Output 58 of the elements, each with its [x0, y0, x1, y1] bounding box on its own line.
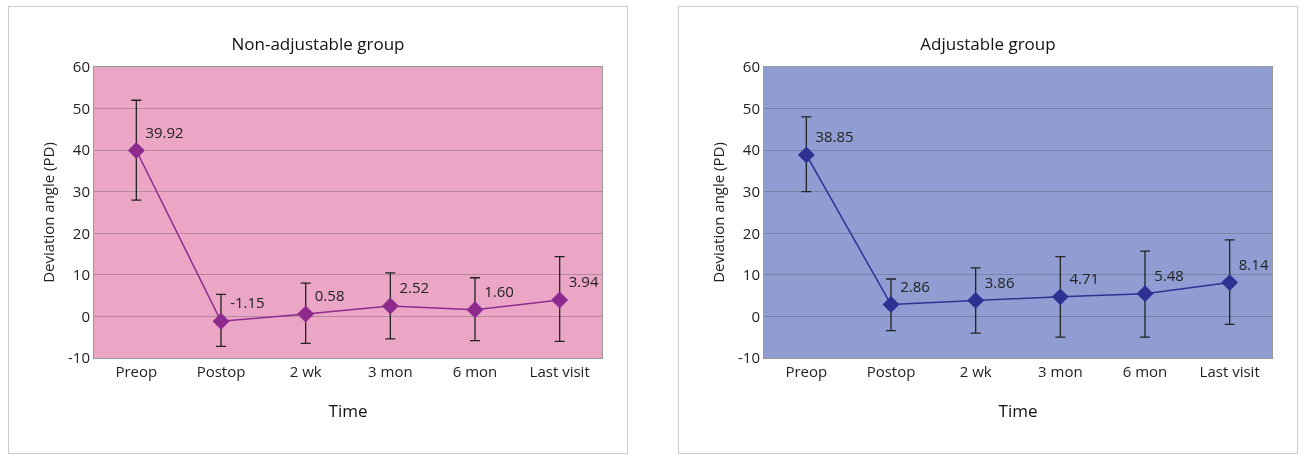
x-tick-label: Last visit [529, 361, 590, 381]
y-tick-label: 20 [72, 222, 90, 243]
y-tick-label: 10 [742, 264, 760, 285]
y-tick-label: 0 [81, 305, 90, 326]
x-tick-label: 6 mon [452, 361, 498, 381]
data-label: -1.15 [230, 292, 265, 313]
y-tick-label: 0 [751, 305, 760, 326]
point [1051, 288, 1069, 306]
x-axis-title: Time [998, 399, 1038, 423]
point [1221, 274, 1239, 292]
data-label: 2.86 [900, 275, 930, 296]
chart-title: Non-adjustable group [231, 32, 405, 56]
x-tick-label: Preop [785, 361, 828, 381]
point [212, 312, 230, 330]
data-label: 8.14 [1238, 253, 1269, 274]
y-axis-title: Deviation angle (PD) [708, 142, 728, 283]
x-tick-label: 2 wk [289, 361, 322, 381]
data-label: 0.58 [314, 285, 345, 306]
data-label: 3.94 [568, 271, 599, 292]
data-label: 2.52 [399, 277, 430, 298]
y-tick-label: 50 [72, 97, 90, 118]
y-tick-label: 10 [72, 264, 90, 285]
y-axis-title: Deviation angle (PD) [38, 142, 58, 283]
point [882, 296, 900, 313]
y-tick-label: 30 [72, 180, 90, 201]
data-label: 38.85 [815, 126, 854, 147]
point [1136, 285, 1154, 303]
data-label: 39.92 [145, 121, 184, 142]
x-tick-label: Postop [866, 361, 916, 381]
x-tick-label: Postop [196, 361, 246, 381]
point [297, 305, 315, 323]
point [381, 297, 399, 315]
chart-title: Adjustable group [920, 32, 1056, 56]
y-tick-label: 60 [72, 56, 90, 77]
data-label: 1.60 [484, 280, 514, 301]
data-label: 3.86 [984, 271, 1015, 292]
y-tick-label: 50 [742, 97, 760, 118]
point [967, 291, 985, 309]
point [127, 142, 145, 159]
x-tick-label: Preop [115, 361, 158, 381]
y-tick-label: 40 [72, 139, 90, 160]
point [551, 291, 569, 309]
y-tick-label: 40 [742, 139, 760, 160]
y-tick-label: -10 [738, 347, 760, 368]
x-tick-label: 3 mon [1038, 361, 1083, 381]
data-label: 4.71 [1069, 267, 1100, 288]
y-tick-label: -10 [68, 347, 90, 368]
x-tick-label: 2 wk [959, 361, 992, 381]
x-tick-label: 3 mon [368, 361, 413, 381]
point [466, 301, 484, 319]
point [797, 146, 815, 164]
y-tick-label: 30 [742, 180, 760, 201]
y-tick-label: 20 [742, 222, 760, 243]
x-tick-label: Last visit [1199, 361, 1260, 381]
x-axis-title: Time [328, 399, 368, 423]
x-tick-label: 6 mon [1122, 361, 1168, 381]
y-tick-label: 60 [742, 56, 760, 77]
data-label: 5.48 [1154, 264, 1184, 285]
